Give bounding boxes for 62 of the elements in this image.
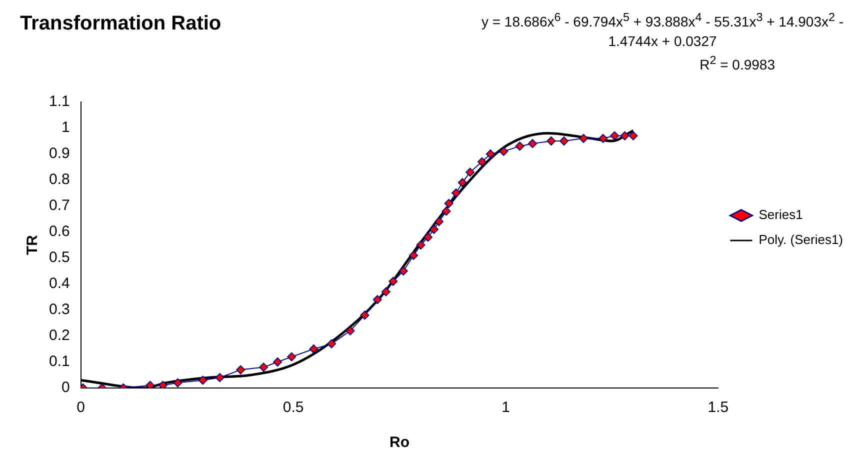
- point: [381, 287, 390, 296]
- y-tick-label: 0.6: [48, 223, 70, 240]
- point: [620, 131, 630, 140]
- point: [309, 344, 318, 354]
- point: [327, 339, 336, 348]
- point: [546, 136, 556, 146]
- point: [398, 266, 408, 276]
- point: [466, 168, 475, 177]
- point: [515, 142, 524, 151]
- point: [444, 198, 454, 208]
- point: [610, 131, 620, 140]
- y-tick-label: 0.8: [48, 171, 70, 188]
- point: [146, 380, 155, 388]
- y-tick-label: 1.1: [48, 93, 70, 110]
- point: [628, 131, 638, 140]
- point: [236, 365, 246, 374]
- point: [429, 224, 438, 234]
- point: [452, 188, 461, 198]
- x-tick-label: 0.5: [282, 399, 304, 416]
- y-tick-label: 0: [62, 379, 70, 396]
- point: [259, 362, 268, 372]
- point: [579, 134, 588, 143]
- point: [173, 378, 182, 388]
- point: [442, 206, 451, 216]
- point: [287, 352, 296, 362]
- y-tick-label: 0.7: [48, 197, 70, 214]
- x-tick-label: 0: [76, 399, 86, 416]
- point: [372, 295, 382, 304]
- x-axis-title: Ro: [390, 434, 410, 452]
- point: [559, 136, 568, 146]
- point: [346, 326, 355, 336]
- y-tick-label: 0.9: [48, 145, 70, 162]
- point: [424, 232, 433, 242]
- y-tick-label: 0.5: [48, 249, 70, 266]
- point: [273, 358, 282, 366]
- point: [528, 139, 538, 148]
- point: [409, 250, 418, 260]
- legend-label: Series1: [758, 207, 803, 222]
- point: [416, 240, 426, 250]
- point: [499, 146, 508, 156]
- x-tick-label: 1: [502, 399, 510, 416]
- text: R$^{2}$ = 0.9983: [698, 52, 776, 74]
- chart-title: Transformation Ratio: [20, 12, 222, 35]
- point: [598, 134, 608, 143]
- y-tick-label: 1: [62, 119, 70, 136]
- point: [360, 310, 370, 320]
- point: [388, 276, 398, 286]
- y-tick-label: 0.2: [48, 327, 70, 344]
- x-tick-label: 1.5: [708, 399, 729, 416]
- y-axis-title: TR: [24, 234, 42, 255]
- y-tick-label: 0.4: [48, 275, 70, 292]
- point: [486, 150, 495, 158]
- y-tick-label: 0.3: [48, 301, 70, 318]
- point: [158, 380, 168, 388]
- point: [458, 178, 467, 188]
- point: [215, 373, 224, 382]
- legend-label: Poly. (Series1): [758, 232, 844, 248]
- y-tick-label: 0.1: [48, 353, 70, 370]
- text: y = 18.686x$^{6}$ - 69.794x$^{5}$ + 93.888x$^{4}$ - 55.31x$^{3}$ + 14.903x$^{2}$ - 1.4744x + 0.0327: [481, 11, 844, 49]
- point: [198, 376, 208, 385]
- point: [477, 157, 486, 166]
- point: [434, 217, 444, 226]
